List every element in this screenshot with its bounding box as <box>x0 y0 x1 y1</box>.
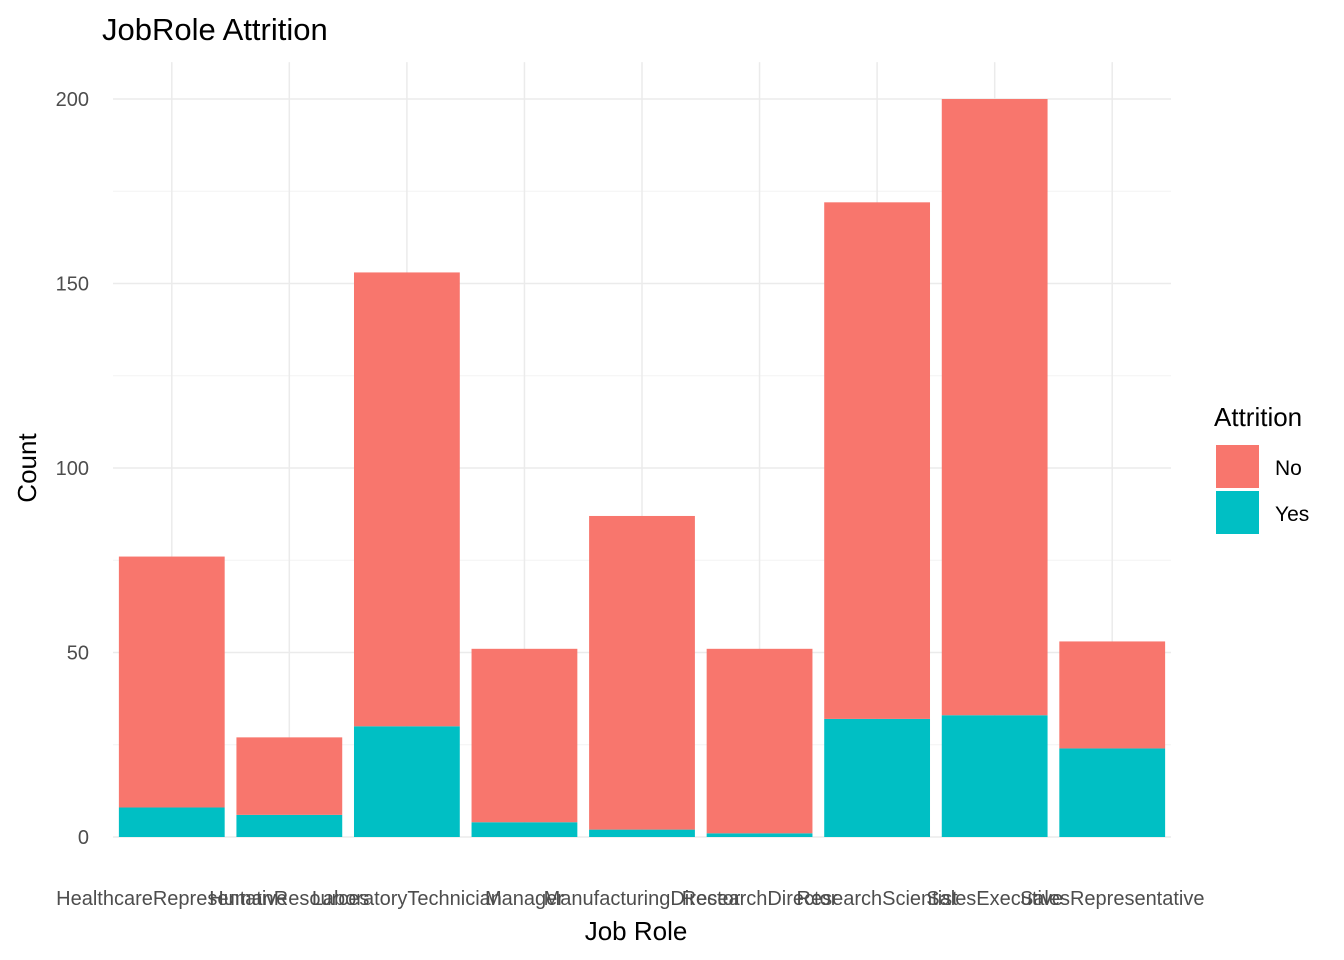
bar-no <box>471 648 578 823</box>
x-tick-label: ResearchDirector <box>682 888 838 910</box>
bar-yes <box>236 814 343 837</box>
bar-no <box>941 99 1048 716</box>
bar-yes <box>824 718 931 837</box>
x-tick-label: HealthcareRepresentative <box>56 888 287 910</box>
legend-title: Attrition <box>1214 402 1302 432</box>
x-tick-label: ManufacturingDirector <box>544 888 741 910</box>
x-axis-title: Job Role <box>585 916 688 946</box>
chart-title: JobRole Attrition <box>102 12 328 47</box>
x-tick-label: Manager <box>485 888 564 910</box>
bar-no <box>236 737 343 815</box>
bar-no <box>706 648 813 834</box>
bar-yes <box>471 822 578 837</box>
y-tick-label: 150 <box>56 274 89 296</box>
legend-key-no <box>1216 445 1259 488</box>
bar-yes <box>118 807 225 837</box>
y-tick-label: 0 <box>78 827 89 849</box>
y-tick-label: 50 <box>67 643 89 665</box>
x-tick-label: SalesExecutive <box>926 888 1063 910</box>
bar-no <box>353 272 460 727</box>
y-axis-title: Count <box>12 433 42 503</box>
bar-no <box>589 515 695 830</box>
x-tick-label: SalesRepresentative <box>1020 888 1205 910</box>
x-tick-label: ResearchScientist <box>797 888 959 910</box>
legend: Attrition No Yes <box>1214 402 1309 534</box>
legend-key-yes <box>1216 491 1259 534</box>
bar-yes <box>589 829 695 837</box>
y-tick-label: 100 <box>56 458 89 480</box>
bar-yes <box>1059 748 1166 837</box>
bar-no <box>1059 641 1166 749</box>
y-axis-ticks: 0 50 100 150 200 <box>56 89 89 849</box>
bar-no <box>118 556 225 808</box>
x-tick-label: HumanResources <box>209 888 369 910</box>
y-tick-label: 200 <box>56 89 89 111</box>
bar-no <box>824 202 931 719</box>
bar-yes <box>353 726 460 837</box>
bar-yes <box>941 715 1048 837</box>
bars <box>118 99 1166 837</box>
x-axis-ticks: HealthcareRepresentativeHumanResourcesLa… <box>56 888 1204 910</box>
x-tick-label: LaboratoryTechnician <box>312 888 502 910</box>
legend-label-yes: Yes <box>1275 503 1309 526</box>
legend-label-no: No <box>1275 457 1302 480</box>
bar-yes <box>706 833 813 837</box>
